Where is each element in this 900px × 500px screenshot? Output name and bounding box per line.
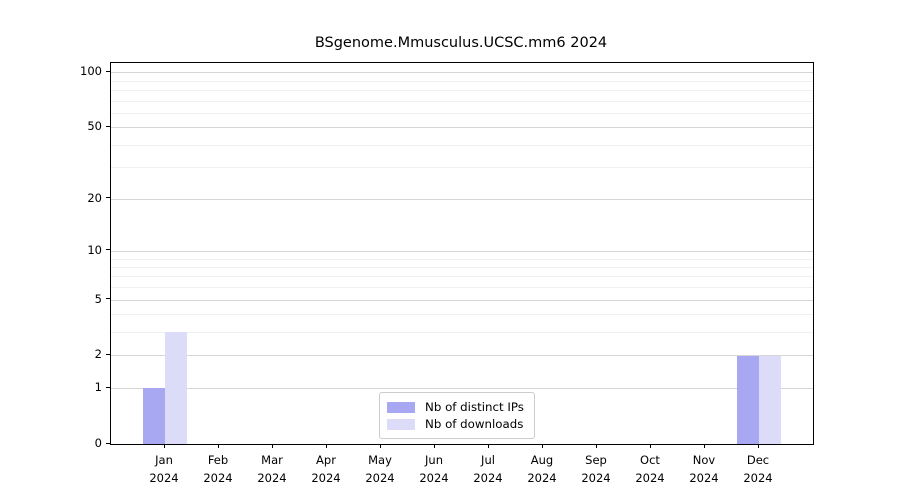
x-tick-mark-nov [703,444,705,448]
bar-distinct-ips-dec [737,355,759,444]
x-tick-mark-aug [541,444,543,448]
x-tick-mark-jun [433,444,435,448]
gridline-major-2 [111,355,813,357]
y-tick-label-1: 1 [94,380,102,395]
gridline-minor-4 [111,314,813,316]
x-tick-mark-jan [163,444,165,448]
legend-item-downloads: Nb of downloads [387,416,524,432]
x-tick-mark-mar [271,444,273,448]
x-tick-mark-jul [487,444,489,448]
x-tick-mark-may [379,444,381,448]
gridline-minor-8 [111,266,813,268]
gridline-major-1 [111,388,813,390]
x-tick-label-feb: Feb 2024 [203,453,233,485]
gridline-major-10 [111,250,813,252]
chart-title: BSgenome.Mmusculus.UCSC.mm6 2024 [314,35,608,51]
x-tick-label-sep: Sep 2024 [581,453,611,485]
y-tick-label-50: 50 [87,119,102,134]
x-tick-label-apr: Apr 2024 [311,453,341,485]
x-tick-mark-oct [649,444,651,448]
x-tick-mark-dec [757,444,759,448]
gridline-minor-30 [111,167,813,169]
y-tick-label-2: 2 [94,347,102,362]
gridline-minor-70 [111,100,813,102]
x-tick-label-dec: Dec 2024 [743,453,773,485]
x-tick-mark-sep [595,444,597,448]
y-tick-mark-100 [106,70,110,72]
y-tick-mark-0 [106,442,110,444]
x-tick-label-nov: Nov 2024 [689,453,719,485]
x-tick-mark-apr [325,444,327,448]
x-tick-label-aug: Aug 2024 [527,453,557,485]
gridline-minor-3 [111,332,813,334]
x-tick-label-jan: Jan 2024 [149,453,179,485]
legend-swatch-downloads [387,418,415,430]
y-tick-label-20: 20 [87,190,102,205]
x-tick-label-may: May 2024 [365,453,395,485]
plot-area [110,62,814,445]
gridline-minor-80 [111,89,813,91]
legend-item-distinct-ips: Nb of distinct IPs [387,399,524,415]
x-tick-label-mar: Mar 2024 [257,453,287,485]
y-tick-mark-1 [106,386,110,388]
bar-distinct-ips-jan [143,388,165,444]
bar-downloads-jan [165,332,187,444]
y-tick-mark-50 [106,125,110,127]
legend: Nb of distinct IPs Nb of downloads [379,392,535,439]
gridline-major-50 [111,127,813,129]
y-tick-label-100: 100 [80,64,102,79]
y-tick-mark-5 [106,298,110,300]
y-tick-label-0: 0 [94,436,102,450]
y-tick-label-10: 10 [87,242,102,257]
bar-downloads-dec [759,355,781,444]
gridline-major-100 [111,72,813,74]
x-tick-label-jul: Jul 2024 [473,453,503,485]
x-tick-mark-feb [217,444,219,448]
x-tick-label-jun: Jun 2024 [419,453,449,485]
y-tick-mark-2 [106,353,110,355]
gridline-minor-6 [111,287,813,289]
legend-label-distinct-ips: Nb of distinct IPs [425,399,524,414]
legend-label-downloads: Nb of downloads [425,416,524,431]
gridline-minor-60 [111,112,813,114]
y-tick-mark-20 [106,197,110,199]
gridline-minor-7 [111,276,813,278]
gridline-minor-40 [111,144,813,146]
legend-swatch-distinct-ips [387,401,415,413]
x-tick-label-oct: Oct 2024 [635,453,665,485]
gridline-minor-90 [111,80,813,82]
y-tick-label-5: 5 [94,291,102,306]
gridline-minor-9 [111,258,813,260]
gridline-major-20 [111,198,813,200]
gridline-major-5 [111,299,813,301]
y-tick-mark-10 [106,249,110,251]
